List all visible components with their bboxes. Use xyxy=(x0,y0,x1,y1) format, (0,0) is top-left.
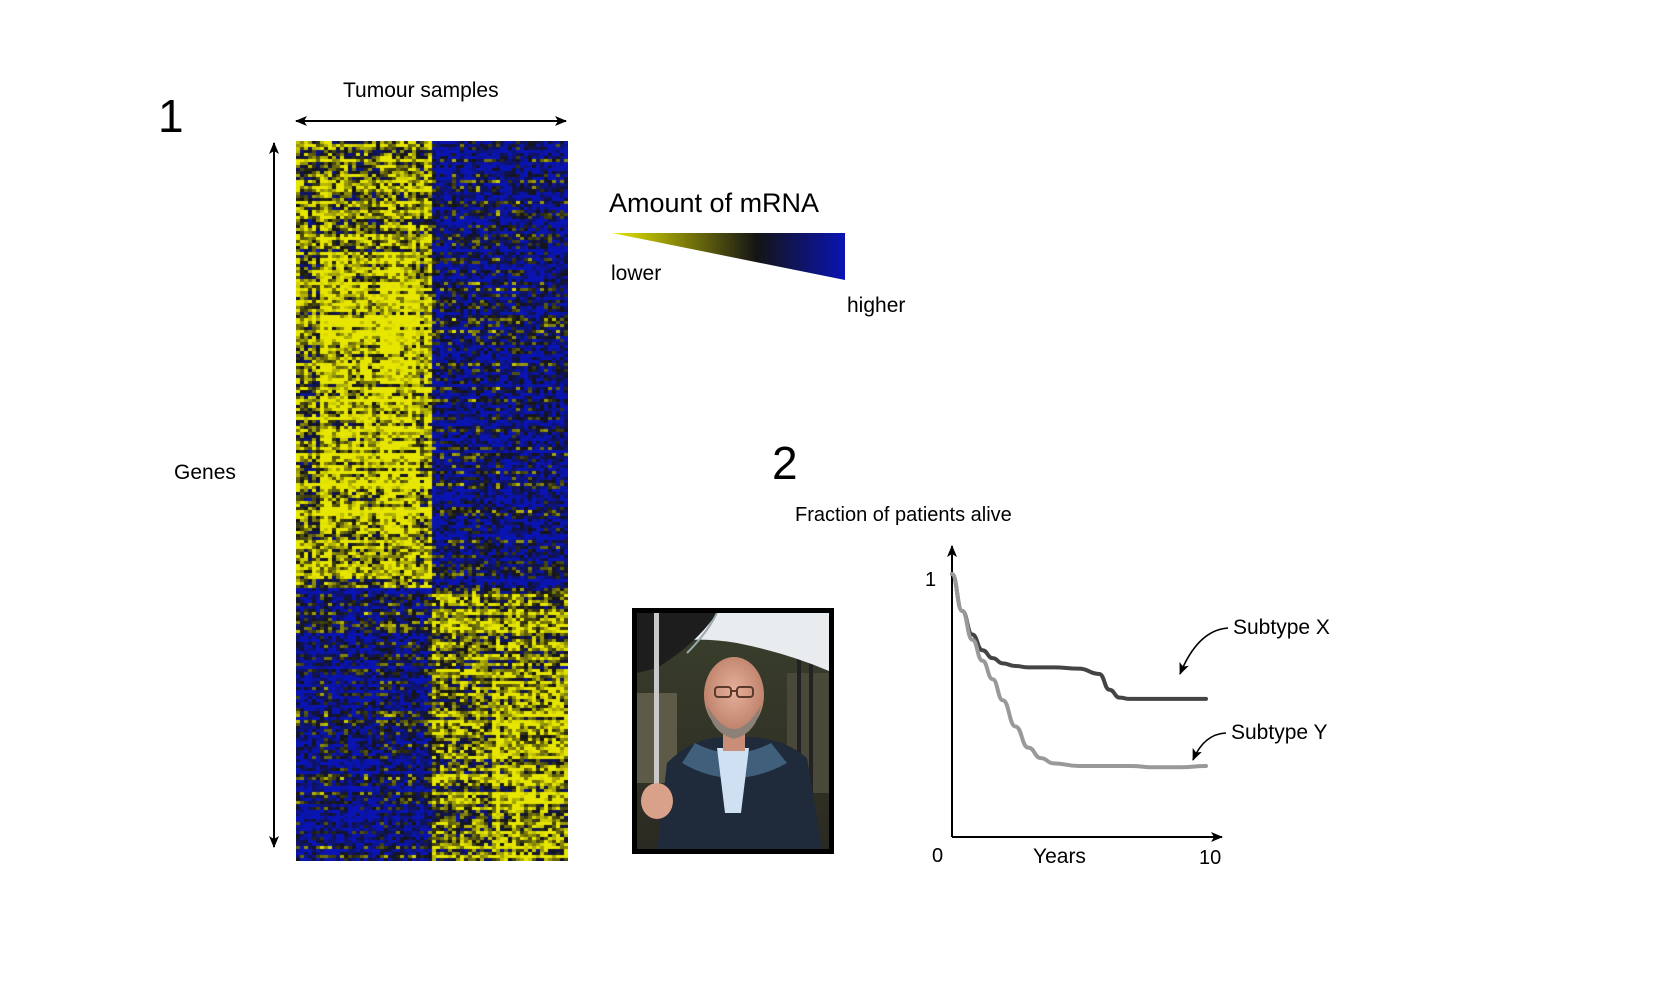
series-label-subtype-x: Subtype X xyxy=(1233,616,1330,639)
series-label-subtype-y: Subtype Y xyxy=(1231,721,1328,744)
mrna-gradient-wedge xyxy=(612,233,845,280)
series-line-subtype-y xyxy=(950,572,1208,770)
series-line-subtype-x xyxy=(950,572,1208,701)
portrait-photo xyxy=(632,608,834,854)
legend-low-label: lower xyxy=(611,262,662,285)
y-tick-1: 1 xyxy=(925,569,937,591)
subtype-y-callout-arrow xyxy=(1192,732,1227,761)
x-axis-title: Years xyxy=(1033,845,1086,868)
y-axis-label-genes: Genes xyxy=(174,461,236,484)
legend-title: Amount of mRNA xyxy=(609,188,820,218)
panel-2-number: 2 xyxy=(772,437,798,489)
subtype-x-callout-arrow xyxy=(1179,627,1229,675)
x-axis-label-tumour-samples: Tumour samples xyxy=(343,79,499,102)
portrait-image xyxy=(637,613,829,849)
legend-high-label: higher xyxy=(847,294,906,317)
chart-series-layer xyxy=(950,572,1208,770)
panel-1-number: 1 xyxy=(158,90,184,142)
x-tick-0: 0 xyxy=(932,845,944,867)
gene-expression-heatmap xyxy=(296,141,568,861)
y-axis-title: Fraction of patients alive xyxy=(795,504,1012,526)
x-tick-10: 10 xyxy=(1199,847,1222,869)
